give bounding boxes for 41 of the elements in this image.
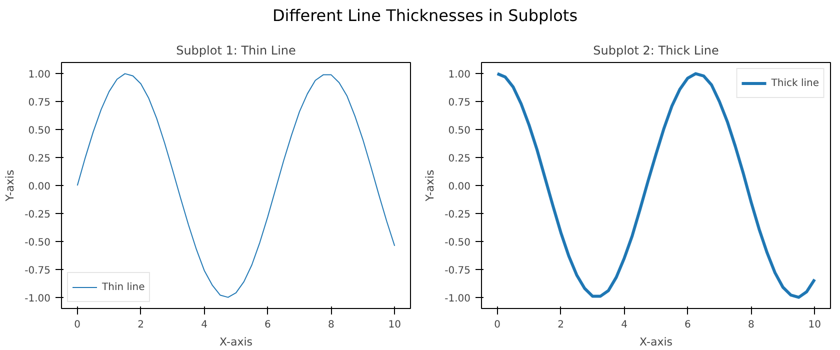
chart-title: Different Line Thicknesses in Subplots xyxy=(272,5,578,27)
x-tick-label: 8 xyxy=(328,320,334,330)
y-tick-label: 0.75 xyxy=(448,98,470,109)
x-axis-title: X-axis xyxy=(220,336,253,348)
y-tick-label: -0.25 xyxy=(444,209,470,220)
y-tick-label: -0.75 xyxy=(444,265,470,276)
x-tick-label: 4 xyxy=(201,320,208,330)
x-tick-label: 0 xyxy=(494,320,501,330)
line-series xyxy=(76,73,396,298)
y-tick-label: 0.25 xyxy=(28,154,50,165)
y-tick-label: 0.25 xyxy=(448,154,470,165)
chart-subtitle: Subplot 2: Thick Line xyxy=(593,44,719,58)
y-tick-label: -0.50 xyxy=(24,237,50,248)
y-tick-label: 1.00 xyxy=(28,70,50,81)
y-tick-label: -1.00 xyxy=(444,293,470,304)
x-tick-label: 4 xyxy=(621,320,628,330)
line-series xyxy=(496,72,816,299)
x-tick-label: 6 xyxy=(684,320,691,330)
x-tick-label: 8 xyxy=(748,320,754,330)
x-tick-label: 10 xyxy=(388,320,402,330)
legend-label: Thick line xyxy=(771,78,819,88)
chart-subtitle: Subplot 1: Thin Line xyxy=(176,44,296,58)
y-tick-label: 0.75 xyxy=(28,98,50,109)
x-tick-label: 2 xyxy=(558,320,564,330)
x-tick-label: 6 xyxy=(264,320,271,330)
x-tick-label: 10 xyxy=(808,320,822,330)
y-tick-label: 0.00 xyxy=(448,182,470,192)
y-tick-label: -0.75 xyxy=(24,265,50,276)
y-axis-title: Y-axis xyxy=(4,170,17,202)
legend-label: Thin line xyxy=(102,282,145,292)
y-tick-label: -0.25 xyxy=(24,209,50,220)
x-axis-title: X-axis xyxy=(640,336,673,348)
y-axis-title: Y-axis xyxy=(424,170,437,202)
y-tick-label: 0.00 xyxy=(28,182,50,192)
y-tick-label: 1.00 xyxy=(448,70,470,81)
y-tick-label: -1.00 xyxy=(24,293,50,304)
x-tick-label: 2 xyxy=(138,320,144,330)
y-tick-label: -0.50 xyxy=(444,237,470,248)
y-tick-label: 0.50 xyxy=(28,126,50,137)
x-tick-label: 0 xyxy=(74,320,81,330)
y-tick-label: 0.50 xyxy=(448,126,470,137)
